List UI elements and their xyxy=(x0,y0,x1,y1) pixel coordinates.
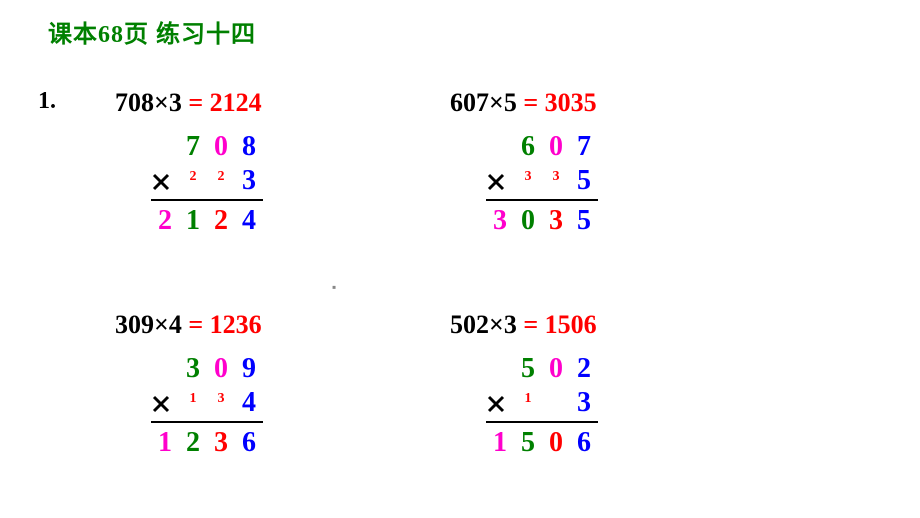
digit: 1 xyxy=(179,205,207,237)
digit: 4 xyxy=(235,387,263,419)
eq-lhs: 309×4 xyxy=(115,310,182,339)
eq-equals: = 1506 xyxy=(523,310,596,339)
equation-2: 607×5 = 3035 xyxy=(450,88,597,118)
carry-digit: 2 xyxy=(190,169,197,185)
digit: 3 xyxy=(179,353,207,385)
digit: 5 xyxy=(514,353,542,385)
digit: 3 xyxy=(570,387,598,419)
product-row: 1236 xyxy=(133,426,263,460)
times-icon xyxy=(486,391,506,421)
equation-4: 502×3 = 1506 xyxy=(450,310,597,340)
times-icon xyxy=(486,169,506,199)
carry-digit: 1 xyxy=(190,391,197,407)
digit: 3 xyxy=(235,165,263,197)
rule-line xyxy=(486,199,598,201)
digit: 0 xyxy=(207,353,235,385)
eq-equals: = 2124 xyxy=(188,88,261,117)
carry-digit: 3 xyxy=(218,391,225,407)
digit: 2 xyxy=(570,353,598,385)
multiplicand-row: 607 xyxy=(468,130,598,164)
carry-digit: 1 xyxy=(525,391,532,407)
vertical-4: 502131506 xyxy=(468,352,598,460)
eq-equals: = 1236 xyxy=(188,310,261,339)
rule-line xyxy=(151,421,263,423)
eq-lhs: 502×3 xyxy=(450,310,517,339)
carry-digit: 3 xyxy=(553,169,560,185)
page-title: 课本68页 练习十四 xyxy=(48,14,256,49)
product-row: 2124 xyxy=(133,204,263,238)
digit: 5 xyxy=(570,205,598,237)
digit: 6 xyxy=(235,427,263,459)
digit: 0 xyxy=(514,205,542,237)
vertical-2: 6073353035 xyxy=(468,130,598,238)
digit: 5 xyxy=(514,427,542,459)
digit: 2 xyxy=(151,205,179,237)
digit: 2 xyxy=(207,205,235,237)
digit: 3 xyxy=(207,427,235,459)
eq-equals: = 3035 xyxy=(523,88,596,117)
carry-digit: 2 xyxy=(218,169,225,185)
center-marker: ▪ xyxy=(332,280,336,295)
digit: 4 xyxy=(235,205,263,237)
multiplicand-row: 708 xyxy=(133,130,263,164)
multiplicand-row: 502 xyxy=(468,352,598,386)
equation-1: 708×3 = 2124 xyxy=(115,88,262,118)
times-icon xyxy=(151,169,171,199)
digit: 8 xyxy=(235,131,263,163)
product-row: 1506 xyxy=(468,426,598,460)
digit: 3 xyxy=(486,205,514,237)
eq-lhs: 708×3 xyxy=(115,88,182,117)
digit: 1 xyxy=(486,427,514,459)
vertical-1: 7082232124 xyxy=(133,130,263,238)
vertical-3: 3091341236 xyxy=(133,352,263,460)
eq-lhs: 607×5 xyxy=(450,88,517,117)
digit: 6 xyxy=(570,427,598,459)
question-number: 1. xyxy=(38,88,56,115)
digit: 0 xyxy=(207,131,235,163)
times-icon xyxy=(151,391,171,421)
digit: 0 xyxy=(542,131,570,163)
digit: 6 xyxy=(514,131,542,163)
product-row: 3035 xyxy=(468,204,598,238)
digit: 7 xyxy=(179,131,207,163)
rule-line xyxy=(151,199,263,201)
digit: 7 xyxy=(570,131,598,163)
digit: 2 xyxy=(179,427,207,459)
equation-3: 309×4 = 1236 xyxy=(115,310,262,340)
digit: 1 xyxy=(151,427,179,459)
digit: 0 xyxy=(542,353,570,385)
digit: 5 xyxy=(570,165,598,197)
carry-digit: 3 xyxy=(525,169,532,185)
rule-line xyxy=(486,421,598,423)
digit: 9 xyxy=(235,353,263,385)
digit: 3 xyxy=(542,205,570,237)
digit: 0 xyxy=(542,427,570,459)
multiplicand-row: 309 xyxy=(133,352,263,386)
